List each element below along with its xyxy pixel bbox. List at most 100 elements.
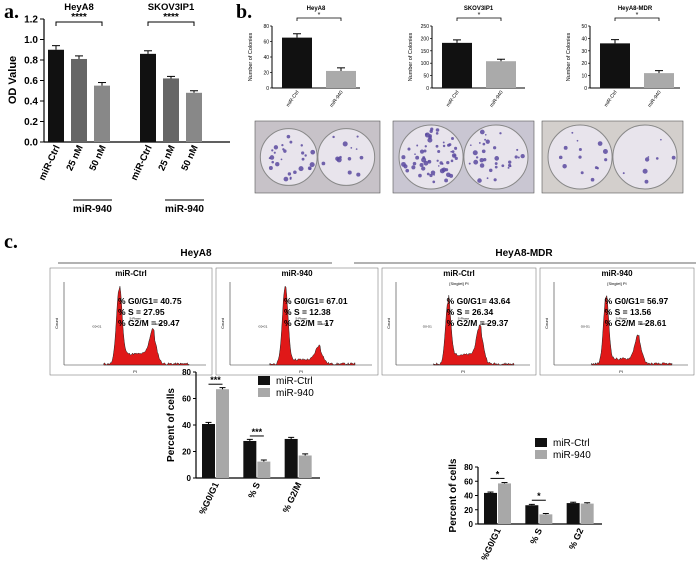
b-ytick-label: 40 [581, 36, 587, 42]
colony [412, 161, 417, 166]
colony [273, 151, 276, 154]
flow-stat-s: % S = 12.38 [284, 307, 331, 317]
b-ytick-label: 40 [263, 55, 269, 61]
flow-gate-label: G2/M [640, 322, 648, 326]
colony [453, 154, 456, 157]
colony [562, 164, 567, 169]
colony [493, 178, 497, 182]
colony [435, 144, 439, 148]
group-title-heya8-mdr: HeyA8-MDR [495, 248, 553, 259]
colony [489, 168, 493, 173]
colony [423, 149, 427, 153]
colony [597, 141, 603, 146]
a-bar-0-2 [94, 85, 110, 142]
c-legend-swatch [258, 388, 270, 397]
colony [446, 172, 451, 178]
colony [622, 172, 625, 175]
colony [507, 166, 510, 169]
flow-gate-label: G0-G1 [258, 325, 267, 329]
colony [426, 172, 430, 176]
c-bar-ytick-label: 20 [182, 448, 191, 457]
flow-stat-g2m: % G2/M = 29.37 [447, 318, 509, 328]
colony [516, 148, 519, 151]
b-ytick-label: 0 [584, 86, 587, 92]
colony [289, 177, 292, 180]
c-bar-ytick-label: 40 [464, 492, 473, 501]
b-bar-0-1 [326, 70, 356, 88]
c-bar-cat-label: % G2 [567, 527, 586, 552]
c-bar-1-1-0 [525, 505, 539, 524]
c-bar-ylabel: Percent of cells [448, 458, 459, 532]
colony [446, 160, 450, 165]
colony [310, 149, 316, 155]
c-bar-cat-label: % S [528, 527, 544, 546]
colony [448, 143, 452, 147]
b-ytick-label: 80 [263, 24, 269, 30]
b-ytick-label: 50 [581, 24, 587, 30]
colony [280, 158, 283, 161]
colony [479, 157, 484, 163]
colony [437, 165, 440, 167]
colony [571, 131, 574, 134]
colony [347, 157, 352, 161]
flow-xlabel: PI [299, 369, 303, 374]
colony [271, 149, 274, 152]
panel-a-ylabel: OD Value [7, 56, 19, 104]
colony [275, 161, 280, 167]
colony [484, 133, 487, 136]
colony [401, 155, 406, 160]
flow-stat-g2m: % G2/M = 17 [284, 318, 334, 328]
b-cat-label: miR-Ctrl [603, 90, 618, 108]
colony [494, 156, 500, 161]
colony [403, 164, 408, 169]
c-bar-0-1-1 [257, 461, 271, 478]
flow-header: [Singlet] PI [607, 281, 626, 286]
colony [484, 138, 487, 141]
flow-gate-label: G0-G1 [423, 325, 432, 329]
colony [604, 158, 608, 162]
flow-header: [Singlet] PI [449, 281, 468, 286]
colony [450, 150, 453, 153]
a-group-label: miR-940 [73, 204, 112, 215]
colony [660, 138, 662, 141]
b-cat-label: miR-940 [647, 90, 663, 109]
colony [269, 155, 275, 160]
colony [419, 163, 424, 167]
flow-stat-g2m: % G2/M = 28.61 [605, 318, 667, 328]
colony [286, 134, 291, 139]
flow-title: miR-940 [281, 269, 313, 278]
b-chart-title: HeyA8-MDR [618, 6, 653, 12]
c-bar-ytick-label: 0 [187, 474, 192, 483]
colony [671, 155, 676, 160]
c-sig-label: * [537, 491, 541, 501]
c-bar-ytick-label: 0 [469, 520, 474, 529]
b-sig-label: * [318, 12, 321, 19]
b-bar-1-1 [486, 61, 516, 88]
b-ytick-label: 0 [426, 86, 429, 92]
colony [350, 147, 353, 149]
colony [414, 153, 416, 156]
flow-gate-label: G2/M [482, 322, 490, 326]
colony [576, 139, 579, 142]
b-ylabel: Number of Colonies [248, 32, 254, 81]
panel-a: OD Value 0.00.20.40.60.81.01.2HeyA8****m… [7, 2, 230, 215]
b-sig-bracket [614, 17, 660, 21]
c-bar-ytick-label: 40 [182, 421, 191, 430]
colony [439, 168, 445, 174]
a-bar-1-1 [163, 78, 179, 142]
c-bar-0-1-0 [243, 440, 257, 478]
b-sig-bracket [296, 17, 342, 21]
panel-c: HeyA8 HeyA8-MDR miR-Ctrl Count PI G0-G1 S-Ph… [49, 248, 696, 562]
flow-xlabel: PI [619, 369, 623, 374]
colony [477, 178, 482, 183]
colony [433, 174, 435, 176]
colony [520, 153, 525, 159]
c-bar-ytick-label: 20 [464, 506, 473, 515]
colony [517, 156, 520, 159]
colony [342, 141, 348, 147]
colony [411, 165, 416, 170]
colony [355, 148, 358, 150]
flow-ylabel: Count [54, 317, 59, 329]
a-ytick-label: 0.8 [24, 56, 38, 67]
a-ytick-label: 0.2 [24, 117, 38, 128]
